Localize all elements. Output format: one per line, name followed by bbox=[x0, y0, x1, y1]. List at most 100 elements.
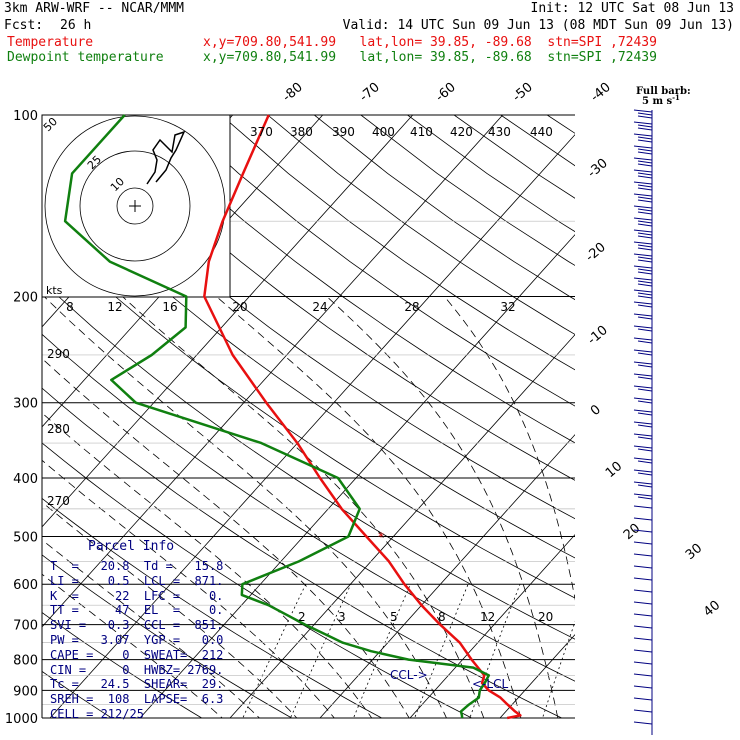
theta-left-label: 290 bbox=[47, 347, 70, 361]
isotherm-top-label: -60 bbox=[433, 80, 459, 105]
wind-barb-flag bbox=[637, 460, 653, 464]
dry-adiabat bbox=[267, 115, 575, 335]
wind-barb bbox=[633, 145, 653, 149]
barb-legend-unit: 5 m s-1 bbox=[642, 93, 680, 107]
wind-barb-flag bbox=[637, 172, 653, 176]
parcel-info-row: LI = 0.5 LCL = 871. bbox=[50, 573, 224, 588]
wind-barb-flag bbox=[637, 244, 653, 248]
wind-barb bbox=[633, 241, 653, 245]
isotherm-right-label: 0 bbox=[588, 402, 604, 419]
moist-adiabat bbox=[42, 539, 261, 718]
hodograph-speed-label: 8 bbox=[66, 300, 74, 314]
wind-barb-flag bbox=[637, 352, 653, 356]
wind-barb bbox=[633, 133, 653, 137]
isotherm-line bbox=[229, 334, 575, 718]
wind-barb bbox=[633, 109, 653, 113]
wind-barb-flag bbox=[637, 199, 653, 203]
mixing-ratio-line bbox=[469, 584, 521, 718]
isotherm-right-label: 10 bbox=[603, 459, 625, 481]
hodograph-speed-label: 28 bbox=[404, 300, 419, 314]
wind-barb-flag bbox=[637, 376, 653, 380]
wind-barb bbox=[633, 721, 653, 725]
wind-barb-flag bbox=[637, 292, 653, 296]
wind-barb-flag bbox=[637, 151, 653, 155]
wind-barb bbox=[633, 637, 653, 641]
wind-barb bbox=[633, 229, 653, 233]
isotherm-line bbox=[319, 434, 575, 718]
wind-barb bbox=[633, 709, 653, 713]
wind-barb-flag bbox=[637, 235, 653, 239]
parcel-info-row: TT = 47 EL = 0. bbox=[50, 603, 224, 618]
dry-adiabat bbox=[314, 115, 575, 301]
wind-barb-flag bbox=[637, 388, 653, 392]
hodograph-speed-label: 12 bbox=[107, 300, 122, 314]
theta-left-label: 280 bbox=[47, 422, 70, 436]
parcel-info-row: CAPE = 0 SWEAT= 212 bbox=[50, 647, 224, 662]
wind-barb-flag bbox=[637, 316, 653, 320]
wind-barb-flag bbox=[637, 139, 653, 143]
theta-label: 390 bbox=[332, 125, 355, 139]
hodograph-speed-label: 32 bbox=[500, 300, 515, 314]
isotherm-right-label: -10 bbox=[585, 323, 611, 348]
wind-barb bbox=[633, 193, 653, 197]
wind-barb bbox=[633, 121, 653, 125]
init-time: Init: 12 UTC Sat 08 Jun 13 bbox=[530, 1, 735, 16]
parcel-info-row: T = 20.8 Td = 15.8 bbox=[50, 559, 224, 573]
wind-barb bbox=[633, 457, 653, 461]
wind-barb bbox=[633, 301, 653, 305]
wind-barb-flag bbox=[637, 271, 653, 275]
lcl-marker: <-LCL bbox=[472, 677, 508, 691]
isotherm-line bbox=[590, 115, 740, 718]
wind-barb bbox=[633, 205, 653, 209]
mixing-ratio-label: 8 bbox=[438, 610, 446, 624]
wind-barb-flag bbox=[637, 196, 653, 200]
wind-barb-flag bbox=[637, 496, 653, 500]
wind-barb-flag bbox=[637, 163, 653, 167]
wind-barb bbox=[633, 661, 653, 665]
wind-barb-flag bbox=[637, 328, 653, 332]
wind-barb-flag bbox=[637, 211, 653, 215]
wind-barb bbox=[633, 577, 653, 581]
dry-adiabat bbox=[42, 122, 575, 520]
temperature-trace bbox=[203, 114, 522, 720]
forecast-hour: 26 h bbox=[60, 18, 92, 33]
wind-barb bbox=[633, 217, 653, 221]
wind-barb-flag bbox=[637, 268, 653, 272]
wind-barb-flag bbox=[637, 400, 653, 404]
wind-barb-flag bbox=[637, 148, 653, 152]
pressure-tick-label: 100 bbox=[13, 109, 38, 124]
theta-left-label: 270 bbox=[47, 494, 70, 508]
wind-barb bbox=[633, 553, 653, 557]
dry-adiabat bbox=[42, 387, 563, 718]
dry-adiabat bbox=[220, 115, 575, 371]
isotherm-right-label: 30 bbox=[683, 541, 705, 563]
pressure-tick-label: 800 bbox=[13, 654, 38, 669]
mixing-ratio-label: 2 bbox=[298, 610, 306, 624]
wind-barb-flag bbox=[637, 472, 653, 476]
wind-barb bbox=[633, 685, 653, 689]
dry-adiabat bbox=[42, 554, 293, 718]
parcel-info-row: Tc = 24.5 SHEAR= 29. bbox=[50, 677, 224, 692]
dry-adiabat bbox=[500, 115, 575, 167]
ccl-marker: CCL-> bbox=[390, 668, 428, 682]
hodograph-speed-label: 24 bbox=[312, 300, 327, 314]
dry-adiabat bbox=[453, 115, 575, 199]
el-marker: * bbox=[378, 530, 384, 544]
dry-adiabat bbox=[42, 497, 383, 718]
wind-barb-flag bbox=[637, 220, 653, 224]
isotherm-right-label: 20 bbox=[621, 521, 643, 543]
wind-barb-flag bbox=[637, 448, 653, 452]
wind-barb bbox=[633, 397, 653, 401]
dewpoint-legend: Dewpoint temperature bbox=[7, 50, 164, 65]
parcel-info-row: SVI = 0.3 CCL = 851. bbox=[50, 618, 224, 633]
dry-adiabat bbox=[81, 115, 575, 481]
wind-barb-flag bbox=[637, 112, 653, 116]
forecast-label: Fcst: bbox=[4, 18, 44, 33]
temperature-location: x,y=709.80,541.99 lat,lon= 39.85, -89.68… bbox=[203, 35, 657, 50]
wind-barb bbox=[633, 433, 653, 437]
wind-barb bbox=[633, 541, 653, 545]
wind-barb bbox=[633, 277, 653, 281]
moist-adiabat bbox=[42, 412, 373, 718]
mixing-ratio-label: 20 bbox=[538, 610, 553, 624]
isotherm-right-label: -30 bbox=[585, 156, 611, 181]
